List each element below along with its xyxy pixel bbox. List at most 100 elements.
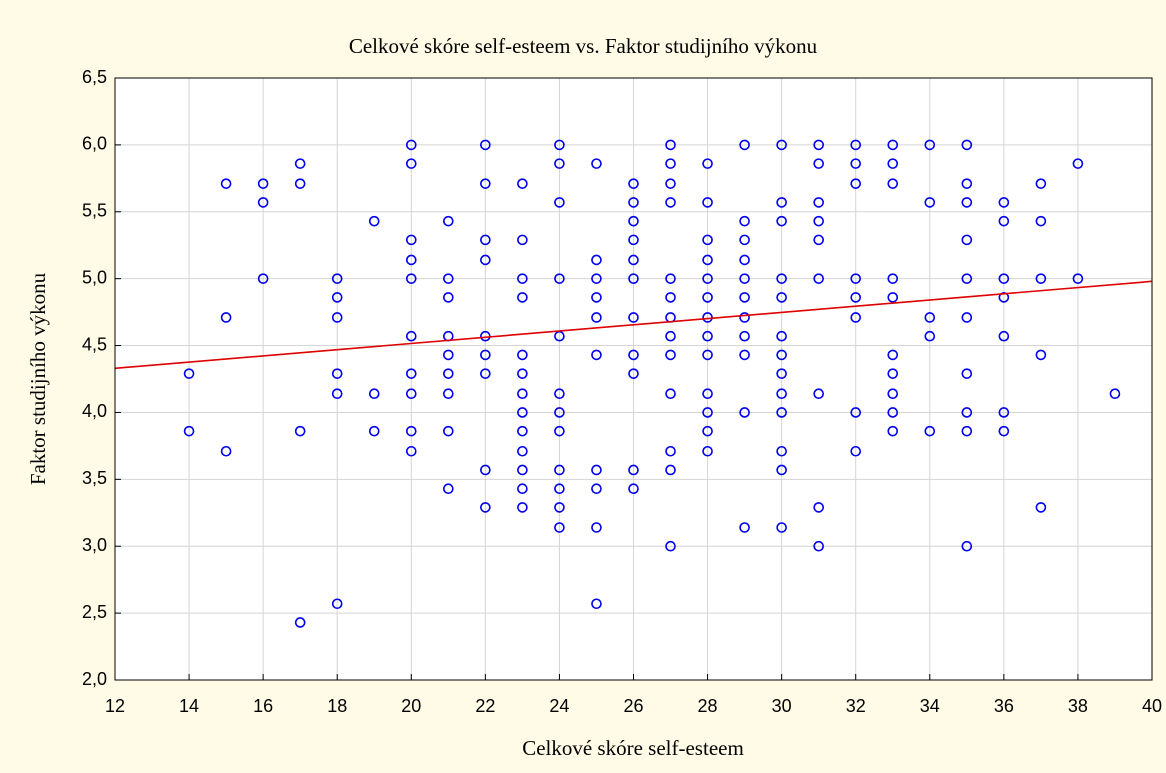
x-tick-label: 36 [994,696,1014,716]
point [813,502,824,513]
point [702,292,713,303]
point [665,540,676,552]
point [405,445,417,457]
y-tick-label: 6,5 [82,67,107,87]
point [998,273,1010,284]
point [961,178,973,189]
point [998,425,1010,437]
point [739,254,750,266]
point [665,330,676,342]
point [702,425,713,437]
point [368,425,380,437]
point [517,388,528,400]
point [405,388,417,400]
point [591,254,602,266]
point [443,425,454,437]
point [887,425,899,437]
point [628,312,639,323]
point [702,349,713,361]
point [961,407,973,418]
point [924,197,936,208]
point [517,483,528,494]
point [628,197,639,208]
point [554,425,565,437]
point [665,273,676,284]
x-tick-label: 26 [623,696,643,716]
point [702,254,713,266]
point [850,178,862,189]
point [443,273,454,284]
point [813,215,824,227]
point [591,464,602,476]
point [405,254,417,266]
point [850,312,862,323]
point [405,273,417,284]
point [368,215,380,227]
point [294,617,306,628]
point [480,464,491,476]
point [591,483,602,494]
x-tick-label: 28 [698,696,718,716]
point [517,464,528,476]
point [665,178,676,189]
point [554,483,565,494]
point [776,139,787,151]
point [405,158,417,169]
x-tick-label: 24 [549,696,569,716]
point [665,445,676,457]
point [628,368,639,379]
point [776,349,787,361]
point [443,483,454,494]
point [1109,388,1121,400]
point [480,368,491,379]
chart-title: Celkové skóre self-esteem vs. Faktor stu… [349,34,818,58]
point [776,292,787,303]
point [554,522,565,533]
point [850,445,862,457]
point [850,407,862,418]
point [887,349,899,361]
point [405,139,417,151]
x-tick-label: 18 [327,696,347,716]
x-tick-label: 40 [1142,696,1162,716]
point [961,234,973,246]
point [294,178,306,189]
point [517,502,528,513]
x-tick-label: 34 [920,696,940,716]
y-tick-label: 3,0 [82,535,107,555]
point [961,197,973,208]
point [850,139,862,151]
point [776,522,787,533]
point [924,139,936,151]
point [739,234,750,246]
point [517,292,528,303]
point [480,234,491,246]
point [628,349,639,361]
point [702,158,713,169]
point [924,330,936,342]
y-tick-label: 3,5 [82,468,107,488]
point [998,330,1010,342]
point [850,158,862,169]
point [443,349,454,361]
x-tick-label: 38 [1068,696,1088,716]
point [961,312,973,323]
point [813,234,824,246]
point [1035,215,1047,227]
point [813,540,824,552]
point [702,273,713,284]
point [665,292,676,303]
point [887,407,899,418]
point [628,464,639,476]
point [961,139,973,151]
x-tick-label: 16 [253,696,273,716]
point [702,197,713,208]
point [443,215,454,227]
point [517,273,528,284]
point [331,368,343,379]
point [554,158,565,169]
point [331,312,343,323]
point [628,273,639,284]
point [591,522,602,533]
point [998,197,1010,208]
